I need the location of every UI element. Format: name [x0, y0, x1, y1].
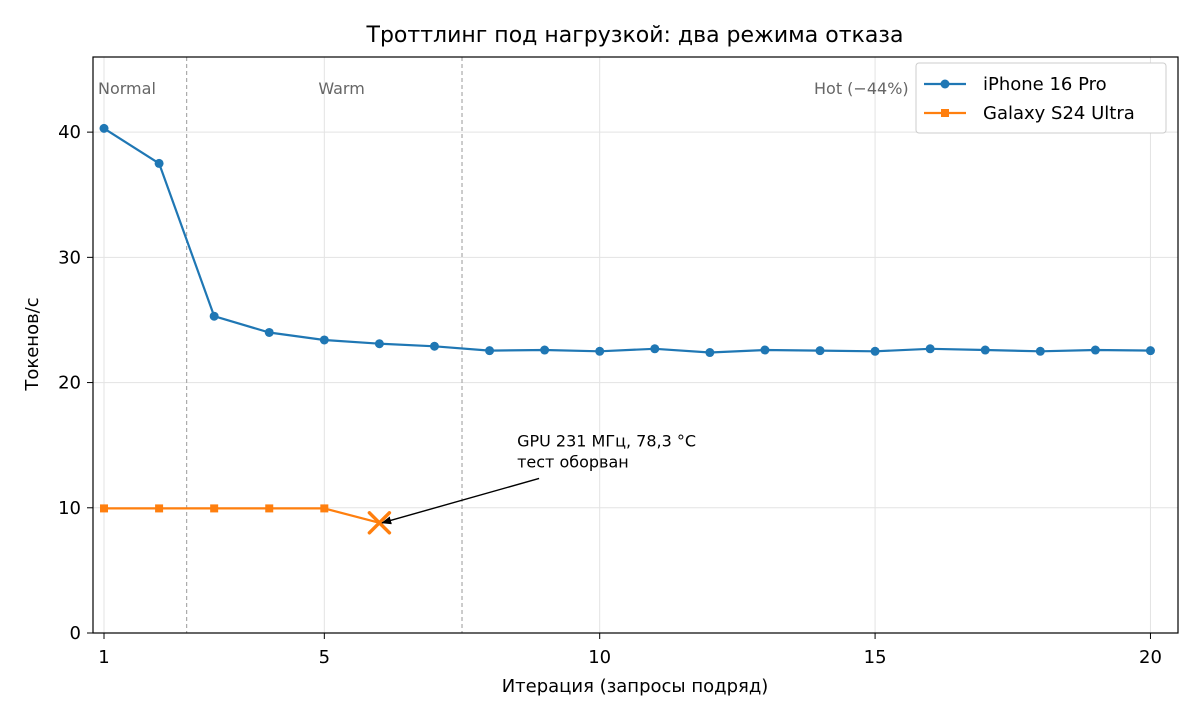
- data-point: [264, 327, 274, 337]
- y-tick-label: 20: [58, 373, 81, 394]
- series-line-iphone: [103, 127, 1151, 354]
- x-axis-label: Итерация (запросы подряд): [502, 676, 769, 697]
- data-point: [374, 339, 384, 349]
- legend-label-galaxy: Galaxy S24 Ultra: [983, 103, 1135, 124]
- x-tick-label: 10: [588, 647, 611, 668]
- annotation-text: тест оборван: [517, 452, 629, 471]
- legend-box: [915, 62, 1167, 134]
- data-point: [429, 341, 439, 351]
- data-point: [320, 504, 329, 513]
- data-point: [319, 335, 329, 345]
- legend-marker-galaxy: [941, 109, 949, 117]
- data-point: [155, 504, 164, 513]
- data-point: [99, 123, 109, 133]
- data-point: [100, 504, 109, 513]
- data-point: [650, 344, 660, 354]
- data-point: [210, 504, 219, 513]
- data-point: [485, 346, 495, 356]
- data-point: [705, 348, 715, 358]
- data-point: [980, 345, 990, 355]
- data-point: [265, 504, 274, 513]
- legend-marker-iphone: [940, 79, 950, 89]
- x-tick-label: 20: [1139, 647, 1162, 668]
- chart-title: Троттлинг под нагрузкой: два режима отка…: [366, 23, 904, 48]
- phase-label: Normal: [98, 79, 156, 98]
- y-axis-label: Токенов/с: [22, 297, 43, 391]
- x-tick-label: 5: [319, 647, 330, 668]
- data-point: [760, 345, 770, 355]
- legend-label-iphone: iPhone 16 Pro: [983, 74, 1107, 95]
- phase-label: Hot (−44%): [814, 79, 909, 98]
- data-point: [1145, 346, 1155, 356]
- plot-frame: [92, 56, 1179, 634]
- data-point: [815, 346, 825, 356]
- phase-label: Warm: [318, 79, 364, 98]
- data-point: [540, 345, 550, 355]
- y-tick-label: 0: [70, 623, 81, 644]
- annotation-text: GPU 231 МГц, 78,3 °C: [517, 431, 696, 450]
- end-x-marker: [367, 511, 392, 535]
- data-point: [870, 346, 880, 356]
- legend: iPhone 16 Pro Galaxy S24 Ultra: [915, 62, 1167, 134]
- x-tick-label: 1: [98, 647, 109, 668]
- y-tick-label: 40: [58, 122, 81, 143]
- data-point: [595, 346, 605, 356]
- series-line-galaxy: [104, 507, 380, 524]
- y-tick-label: 10: [58, 498, 81, 519]
- data-point: [925, 344, 935, 354]
- plot-area: Normal Warm Hot (−44%)1 5 10 15 20010203040GPU…: [58, 56, 1179, 668]
- y-tick-label: 30: [58, 247, 81, 268]
- data-point: [209, 311, 219, 321]
- data-point: [154, 158, 164, 168]
- x-tick-label: 15: [864, 647, 887, 668]
- annotation-arrow: [381, 477, 540, 525]
- data-point: [1035, 346, 1045, 356]
- data-point: [1090, 345, 1100, 355]
